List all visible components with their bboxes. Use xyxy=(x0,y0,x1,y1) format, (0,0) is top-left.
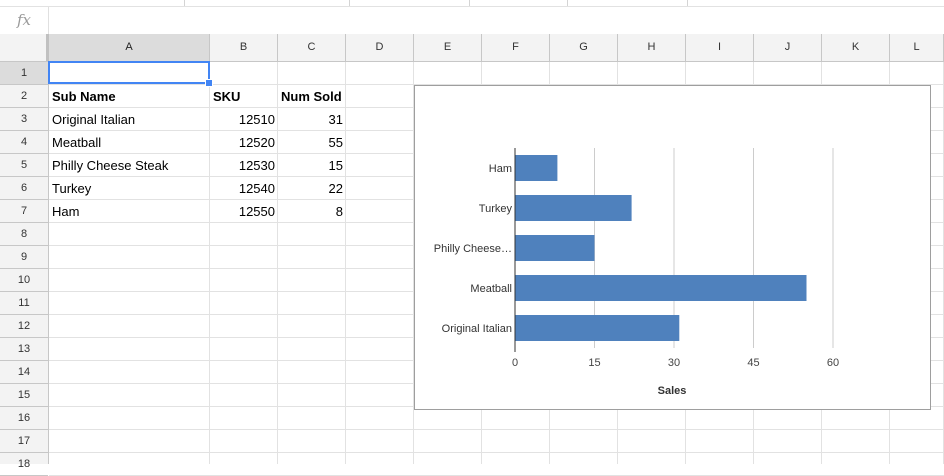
x-axis-title: Sales xyxy=(658,385,687,397)
x-tick-label: 45 xyxy=(747,357,759,369)
row-header-9[interactable]: 9 xyxy=(0,246,48,269)
grid-column-line xyxy=(413,62,414,464)
row-header-14[interactable]: 14 xyxy=(0,361,48,384)
column-header-k[interactable]: K xyxy=(822,34,890,61)
x-tick-label: 0 xyxy=(512,357,518,369)
row-header-16[interactable]: 16 xyxy=(0,407,48,430)
column-header-i[interactable]: I xyxy=(686,34,754,61)
column-header-j[interactable]: J xyxy=(754,34,822,61)
row-header-18[interactable]: 18 xyxy=(0,453,48,476)
column-header-h[interactable]: H xyxy=(618,34,686,61)
bar-2[interactable] xyxy=(515,235,595,261)
row-header-5[interactable]: 5 xyxy=(0,154,48,177)
grid-row-line xyxy=(49,429,944,430)
data-cell[interactable]: 8 xyxy=(335,204,343,219)
data-cell[interactable]: 12540 xyxy=(238,181,275,196)
row-header-17[interactable]: 17 xyxy=(0,430,48,453)
data-cell[interactable]: Philly Cheese Steak xyxy=(52,158,169,173)
column-header-c[interactable]: C xyxy=(278,34,346,61)
column-header-g[interactable]: G xyxy=(550,34,618,61)
row-header-13[interactable]: 13 xyxy=(0,338,48,361)
row-header-bar: 1 2 3 4 5 6 7 8 9 10 11 12 13 14 15 16 17 18 xyxy=(0,62,49,476)
column-header-l[interactable]: L xyxy=(890,34,944,61)
formula-bar: fx xyxy=(0,6,944,35)
x-tick-label: 30 xyxy=(668,357,680,369)
data-cell[interactable]: Ham xyxy=(52,204,80,219)
row-header-1[interactable]: 1 xyxy=(0,62,48,85)
data-cell[interactable]: 15 xyxy=(328,158,343,173)
row-header-15[interactable]: 15 xyxy=(0,384,48,407)
row-header-11[interactable]: 11 xyxy=(0,292,48,315)
data-cell[interactable]: 55 xyxy=(328,135,343,150)
row-header-2[interactable]: 2 xyxy=(0,85,48,108)
bar-chart[interactable]: 0 15 30 45 60 Original Italian Meatball Philly … xyxy=(414,85,931,410)
header-cell[interactable]: SKU xyxy=(213,89,241,104)
row-header-7[interactable]: 7 xyxy=(0,200,48,223)
x-tick-label: 15 xyxy=(588,357,600,369)
column-header-a[interactable]: A xyxy=(49,34,210,61)
category-label: Original Italian xyxy=(442,323,512,335)
grid-row-line xyxy=(49,452,944,453)
data-cell[interactable]: Turkey xyxy=(52,181,92,196)
category-label: Ham xyxy=(489,163,512,175)
bar-1[interactable] xyxy=(515,275,807,301)
category-label: Turkey xyxy=(479,203,513,215)
bar-0[interactable] xyxy=(515,315,680,341)
category-label: Philly Cheese… xyxy=(434,243,512,255)
grid-column-line xyxy=(209,62,210,464)
data-cell[interactable]: Meatball xyxy=(52,135,102,150)
data-cell[interactable]: 12530 xyxy=(238,158,275,173)
toolbar-strip xyxy=(0,0,944,6)
data-cell[interactable]: 12550 xyxy=(238,204,275,219)
formula-input[interactable] xyxy=(49,7,944,34)
data-cell[interactable]: 22 xyxy=(328,181,343,196)
grid-column-line xyxy=(345,62,346,464)
category-label: Meatball xyxy=(470,283,512,295)
row-header-8[interactable]: 8 xyxy=(0,223,48,246)
data-cell[interactable]: 12510 xyxy=(238,112,275,127)
column-header-b[interactable]: B xyxy=(210,34,278,61)
header-cell[interactable]: Num Sold xyxy=(281,89,342,104)
chart-canvas: 0 15 30 45 60 Original Italian Meatball Philly … xyxy=(434,148,839,397)
data-cell[interactable]: 31 xyxy=(328,112,343,127)
grid-column-line xyxy=(277,62,278,464)
selected-cell-outline xyxy=(48,61,210,84)
header-cell[interactable]: Sub Name xyxy=(52,89,116,104)
column-header-f[interactable]: F xyxy=(482,34,550,61)
bar-4[interactable] xyxy=(515,155,558,181)
row-header-12[interactable]: 12 xyxy=(0,315,48,338)
grid-row-line xyxy=(49,84,944,85)
column-header-e[interactable]: E xyxy=(414,34,482,61)
row-header-3[interactable]: 3 xyxy=(0,108,48,131)
x-tick-label: 60 xyxy=(827,357,839,369)
select-all-corner[interactable] xyxy=(0,34,49,61)
data-cell[interactable]: Original Italian xyxy=(52,112,136,127)
column-header-d[interactable]: D xyxy=(346,34,414,61)
bar-3[interactable] xyxy=(515,195,632,221)
row-header-6[interactable]: 6 xyxy=(0,177,48,200)
fill-handle[interactable] xyxy=(205,79,213,87)
data-cell[interactable]: 12520 xyxy=(238,135,275,150)
row-header-10[interactable]: 10 xyxy=(0,269,48,292)
fx-icon: fx xyxy=(0,7,49,34)
row-header-4[interactable]: 4 xyxy=(0,131,48,154)
